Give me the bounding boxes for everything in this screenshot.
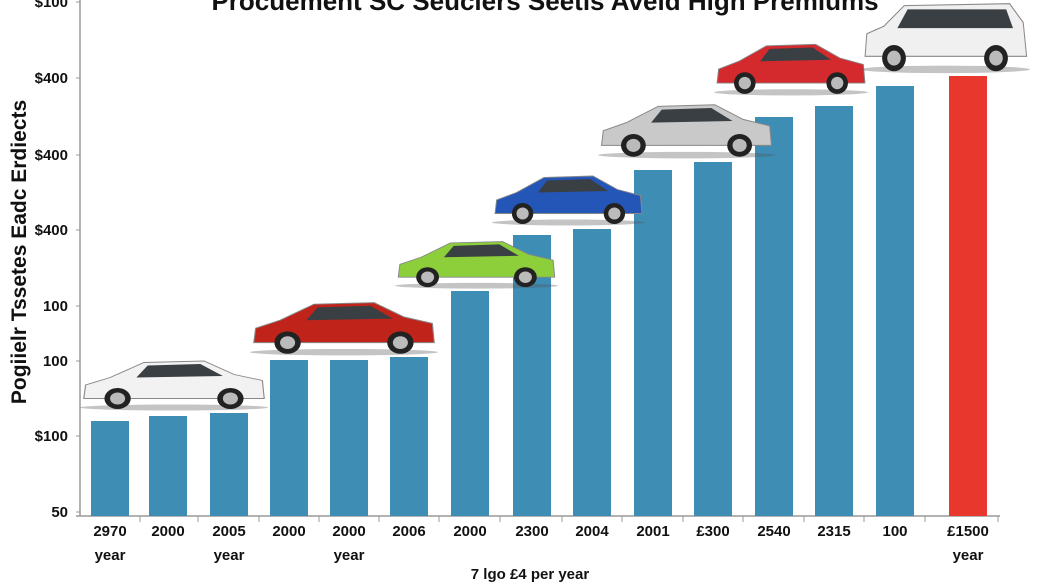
car-sedan-icon <box>250 302 438 356</box>
bar <box>210 413 248 516</box>
bar <box>876 86 914 516</box>
y-tick-label: $400 <box>35 147 68 164</box>
x-tick-label: 2315 <box>817 523 850 540</box>
x-axis-label: 7 lgo £4 per year <box>470 566 590 583</box>
y-tick-label: 100 <box>43 353 68 370</box>
y-tick-label: $100 <box>35 428 68 445</box>
bar <box>270 360 308 516</box>
bar <box>330 360 368 516</box>
bar <box>390 357 428 516</box>
x-tick-label: 2300 <box>515 523 548 540</box>
bar <box>815 106 853 516</box>
bar <box>949 76 987 516</box>
x-tick-label: 100 <box>882 523 907 540</box>
bar <box>573 229 611 516</box>
car-sedan-icon <box>80 360 268 411</box>
bar <box>451 291 489 516</box>
x-tick-sublabel: year <box>214 547 245 564</box>
car-hatchback-icon <box>714 43 868 96</box>
car-hatchback-icon <box>492 175 645 226</box>
car-suv-icon <box>860 3 1030 74</box>
bar <box>91 421 129 516</box>
x-tick-label: £1500 <box>947 523 989 540</box>
bar <box>634 170 672 516</box>
y-tick-label: 100 <box>43 298 68 315</box>
y-tick-label: $100 <box>35 0 68 11</box>
y-tick-label: $400 <box>35 70 68 87</box>
bar <box>694 162 732 516</box>
x-tick-label: 2970 <box>93 523 126 540</box>
x-tick-label: 2540 <box>757 523 790 540</box>
x-tick-label: £300 <box>696 523 729 540</box>
chart-title: Procuement SC Seuclers Seetis Aveld High… <box>211 0 879 16</box>
y-tick-label: 50 <box>51 504 68 521</box>
x-tick-label: 2000 <box>453 523 486 540</box>
x-tick-label: 2004 <box>575 523 609 540</box>
car-hatchback-icon <box>395 241 558 289</box>
x-tick-label: 2000 <box>332 523 365 540</box>
bar <box>755 117 793 516</box>
bar <box>149 416 187 516</box>
x-tick-label: 2006 <box>392 523 425 540</box>
car-hatchback-icon <box>598 104 775 159</box>
x-tick-label: 2005 <box>212 523 245 540</box>
x-tick-label: 2001 <box>636 523 669 540</box>
x-tick-label: 2000 <box>151 523 184 540</box>
x-tick-sublabel: year <box>95 547 126 564</box>
x-tick-sublabel: year <box>334 547 365 564</box>
y-tick-label: $400 <box>35 222 68 239</box>
x-tick-label: 2000 <box>272 523 305 540</box>
x-tick-sublabel: year <box>953 547 984 564</box>
